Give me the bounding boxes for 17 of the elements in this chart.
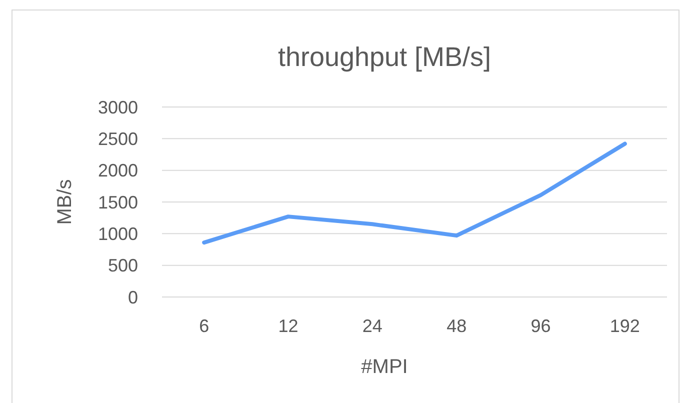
y-tick-label: 1500 — [98, 192, 138, 212]
x-tick-label: 6 — [199, 316, 210, 336]
y-tick-label: 1000 — [98, 224, 138, 244]
x-tick-label: 192 — [610, 316, 640, 336]
y-tick-label: 3000 — [98, 97, 138, 118]
x-axis-title: #MPI — [361, 356, 408, 378]
x-tick-label: 96 — [530, 316, 551, 336]
line-series — [202, 142, 627, 245]
x-tick-label: 48 — [446, 316, 467, 336]
y-tick-label: 2000 — [98, 160, 138, 181]
x-tick-label: 12 — [278, 316, 298, 336]
y-axis-title: MB/s — [54, 179, 76, 225]
y-tick-label: 500 — [108, 256, 138, 276]
chart-title: throughput [MB/s] — [278, 42, 492, 72]
x-tick-label: 24 — [362, 316, 382, 336]
y-tick-label: 2500 — [98, 128, 138, 149]
y-tick-label: 0 — [128, 287, 138, 308]
